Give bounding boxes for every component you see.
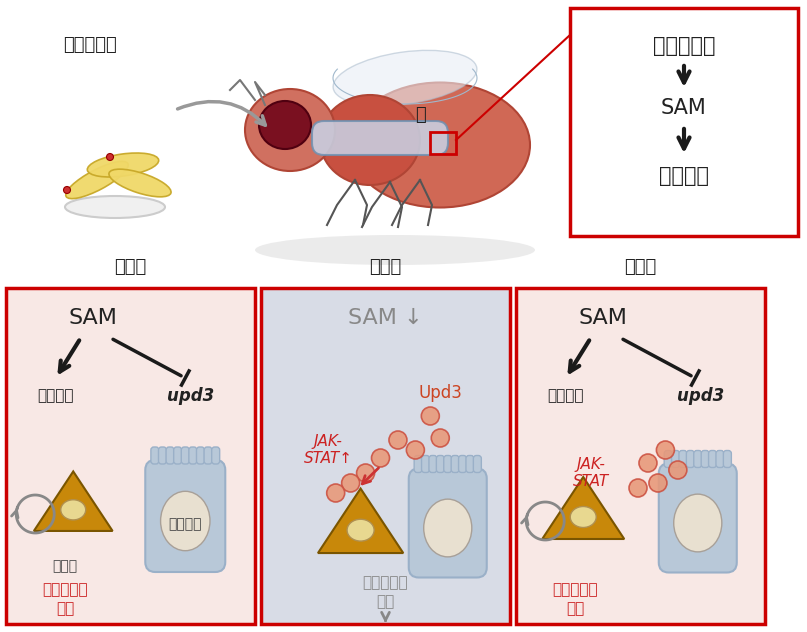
FancyBboxPatch shape [414, 456, 422, 473]
Text: upd3: upd3 [676, 387, 724, 405]
Text: SAM: SAM [579, 308, 628, 328]
FancyBboxPatch shape [659, 463, 737, 573]
FancyBboxPatch shape [145, 460, 225, 572]
Circle shape [639, 454, 657, 472]
Ellipse shape [65, 161, 128, 198]
Ellipse shape [255, 235, 535, 265]
Bar [516, 288, 765, 624]
Text: メチル化: メチル化 [659, 166, 709, 186]
Circle shape [407, 441, 424, 459]
Circle shape [341, 474, 360, 492]
FancyBboxPatch shape [166, 447, 174, 464]
FancyBboxPatch shape [421, 456, 429, 473]
Circle shape [107, 154, 114, 161]
FancyBboxPatch shape [664, 451, 672, 468]
FancyBboxPatch shape [211, 447, 220, 464]
Bar [6, 288, 255, 624]
FancyBboxPatch shape [716, 451, 724, 468]
FancyBboxPatch shape [189, 447, 197, 464]
FancyBboxPatch shape [151, 447, 159, 464]
FancyBboxPatch shape [723, 451, 731, 468]
Text: upd3: upd3 [166, 387, 214, 405]
Circle shape [327, 484, 345, 502]
Circle shape [357, 464, 374, 482]
Text: メチオニン: メチオニン [653, 36, 715, 56]
Ellipse shape [161, 491, 210, 550]
FancyBboxPatch shape [429, 456, 437, 473]
Text: SAM ↓: SAM ↓ [348, 308, 423, 328]
Text: SAM: SAM [661, 98, 707, 118]
Ellipse shape [571, 506, 596, 528]
FancyBboxPatch shape [701, 451, 709, 468]
Text: 飢餓時: 飢餓時 [370, 258, 402, 276]
Text: JAK-
STAT↑: JAK- STAT↑ [303, 434, 353, 466]
Text: JAK-
STAT: JAK- STAT [573, 457, 608, 489]
FancyBboxPatch shape [466, 456, 474, 473]
Text: 摂食時: 摂食時 [115, 258, 147, 276]
Text: 上皮細胞: 上皮細胞 [169, 517, 202, 531]
FancyBboxPatch shape [687, 451, 694, 468]
Text: Upd3: Upd3 [418, 384, 462, 402]
FancyBboxPatch shape [204, 447, 212, 464]
Circle shape [389, 431, 407, 449]
FancyBboxPatch shape [158, 447, 166, 464]
FancyBboxPatch shape [694, 451, 702, 468]
Text: タンパク質
翻訳: タンパク質 翻訳 [553, 582, 598, 616]
FancyBboxPatch shape [312, 121, 448, 155]
Ellipse shape [87, 153, 159, 177]
FancyBboxPatch shape [709, 451, 717, 468]
Circle shape [371, 449, 390, 467]
Ellipse shape [350, 83, 530, 207]
FancyBboxPatch shape [444, 456, 452, 473]
FancyBboxPatch shape [437, 456, 445, 473]
Ellipse shape [65, 196, 165, 218]
Ellipse shape [320, 95, 420, 185]
Ellipse shape [259, 101, 311, 149]
Ellipse shape [61, 500, 86, 520]
Ellipse shape [424, 499, 472, 557]
Bar [430, 132, 456, 154]
Ellipse shape [245, 89, 335, 171]
Ellipse shape [109, 169, 171, 197]
Text: 再摂食: 再摂食 [625, 258, 657, 276]
Text: 腸: 腸 [415, 106, 425, 124]
Circle shape [669, 461, 687, 479]
Text: 幹細胞: 幹細胞 [52, 559, 77, 573]
FancyBboxPatch shape [671, 451, 679, 468]
FancyBboxPatch shape [679, 451, 687, 468]
Text: 翻訳因子: 翻訳因子 [38, 389, 74, 403]
Bar [261, 288, 510, 624]
Circle shape [656, 441, 675, 459]
Text: SAM: SAM [69, 308, 118, 328]
Text: メチオニン: メチオニン [63, 36, 117, 54]
Bar [570, 8, 798, 236]
Polygon shape [318, 489, 404, 553]
Text: タンパク質
翻訳: タンパク質 翻訳 [43, 582, 88, 616]
Circle shape [431, 429, 449, 447]
Text: 翻訳因子: 翻訳因子 [548, 389, 584, 403]
FancyBboxPatch shape [409, 468, 487, 578]
Circle shape [649, 474, 667, 492]
Circle shape [629, 479, 647, 497]
Circle shape [64, 186, 70, 193]
FancyBboxPatch shape [474, 456, 481, 473]
FancyBboxPatch shape [196, 447, 204, 464]
Ellipse shape [333, 51, 477, 106]
Circle shape [421, 407, 439, 425]
Polygon shape [542, 477, 625, 539]
Text: タンパク質
翻訳: タンパク質 翻訳 [362, 575, 408, 609]
FancyBboxPatch shape [174, 447, 182, 464]
Polygon shape [34, 471, 113, 531]
Ellipse shape [674, 494, 721, 552]
FancyBboxPatch shape [182, 447, 190, 464]
FancyBboxPatch shape [451, 456, 459, 473]
Ellipse shape [347, 520, 374, 541]
FancyBboxPatch shape [458, 456, 466, 473]
